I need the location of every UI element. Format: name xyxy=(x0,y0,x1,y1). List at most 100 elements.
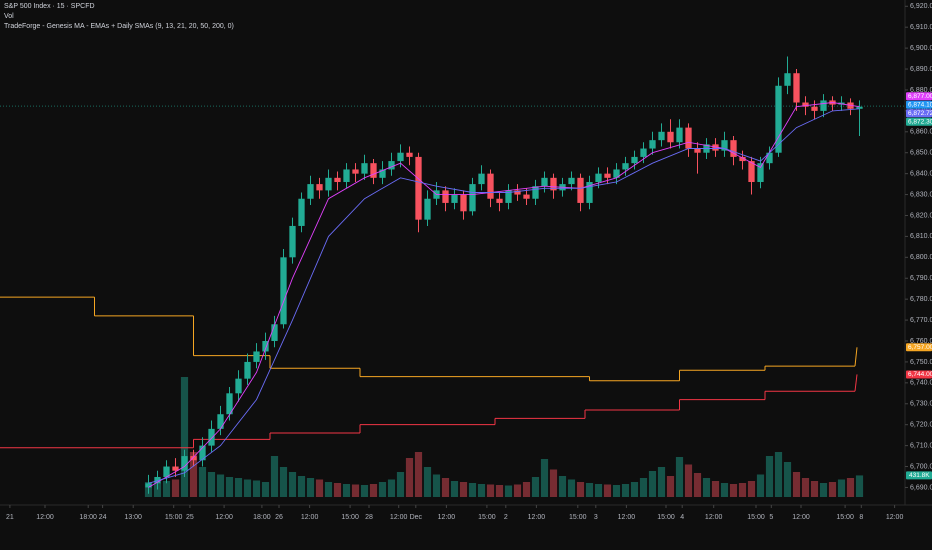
symbol-line: S&P 500 Index · 15 · SPCFD xyxy=(4,3,95,10)
candle-body xyxy=(208,428,215,446)
candle-body xyxy=(586,182,593,203)
candle-body xyxy=(775,85,782,153)
volume-bar xyxy=(360,485,369,497)
volume-bar xyxy=(261,482,270,497)
candle-body xyxy=(163,466,170,477)
y-tick-label: 6,790.00 xyxy=(910,275,932,282)
y-tick-label: 6,730.00 xyxy=(910,401,932,408)
volume-bar xyxy=(747,481,756,497)
volume-bar xyxy=(549,469,558,497)
candle-body xyxy=(676,127,683,143)
volume-bar xyxy=(189,452,198,497)
candle-body xyxy=(235,378,242,394)
candle-body xyxy=(370,163,377,178)
candle-body xyxy=(190,456,197,461)
volume-bar xyxy=(612,485,621,497)
volume-bar xyxy=(729,484,738,497)
volume-bar xyxy=(252,480,261,497)
candle-body xyxy=(613,169,620,178)
volume-bar xyxy=(657,467,666,497)
volume-bar xyxy=(315,479,324,497)
volume-bar xyxy=(171,479,180,497)
volume-bar xyxy=(198,467,207,497)
level-riser xyxy=(854,347,858,367)
volume-bar xyxy=(414,452,423,497)
candle-body xyxy=(694,148,701,153)
volume-bar xyxy=(405,458,414,497)
volume-bar xyxy=(567,479,576,497)
candle-body xyxy=(343,169,350,183)
volume-bar xyxy=(243,479,252,497)
candle-body xyxy=(217,414,224,429)
volume-bar xyxy=(441,478,450,497)
x-tick-label: 12:00 xyxy=(301,514,319,521)
x-tick-label: 12:00 xyxy=(705,514,723,521)
y-tick-label: 6,720.00 xyxy=(910,422,932,429)
ema-line xyxy=(148,102,860,488)
candle-body xyxy=(361,163,368,174)
candle-body xyxy=(739,156,746,162)
volume-bar xyxy=(387,479,396,497)
volume-bar xyxy=(837,479,846,497)
x-tick-label: 15:00 xyxy=(747,514,765,521)
x-tick-label: 12:00 xyxy=(390,514,408,521)
volume-bar xyxy=(162,481,171,497)
volume-title: Vol xyxy=(4,13,14,20)
candle-body xyxy=(172,466,179,471)
x-tick-label: 5 xyxy=(769,514,773,521)
y-tick-label: 6,840.00 xyxy=(910,170,932,177)
candle-body xyxy=(496,198,503,203)
y-tick-label: 6,890.00 xyxy=(910,66,932,73)
candle-body xyxy=(766,152,773,164)
volume-bar xyxy=(477,484,486,497)
volume-bar xyxy=(324,482,333,497)
price-tag-label: 6,757.00 xyxy=(908,344,932,351)
y-tick-label: 6,820.00 xyxy=(910,212,932,219)
volume-bar xyxy=(306,478,315,497)
volume-bar xyxy=(675,457,684,497)
candle-body xyxy=(145,483,152,488)
y-tick-label: 6,750.00 xyxy=(910,359,932,366)
x-tick-label: 28 xyxy=(365,514,373,521)
price-tag-label: 6,872.30 xyxy=(908,118,932,125)
candle-body xyxy=(469,184,476,212)
candle-body xyxy=(442,190,449,203)
price-tag-label: 6,874.10 xyxy=(908,101,932,108)
x-tick-label: 12:00 xyxy=(215,514,233,521)
x-tick-label: 3 xyxy=(594,514,598,521)
candle-body xyxy=(793,73,800,103)
volume-bar xyxy=(720,483,729,497)
volume-bar xyxy=(396,472,405,497)
volume-bar xyxy=(684,464,693,497)
y-tick-label: 6,920.00 xyxy=(910,3,932,10)
x-tick-label: 24 xyxy=(99,514,107,521)
candle-body xyxy=(505,190,512,203)
candle-body xyxy=(550,177,557,191)
y-tick-label: 6,690.00 xyxy=(910,484,932,491)
price-tag-label: 6,872.72 xyxy=(908,110,932,117)
y-tick-label: 6,800.00 xyxy=(910,254,932,261)
price-tag xyxy=(906,370,932,379)
candle-body xyxy=(748,161,755,183)
volume-bar xyxy=(333,483,342,497)
volume-bar xyxy=(423,467,432,497)
volume-bar xyxy=(522,482,531,497)
candle-body xyxy=(595,173,602,183)
volume-bar xyxy=(792,472,801,497)
x-tick-label: 2 xyxy=(504,514,508,521)
volume-bar xyxy=(504,485,513,497)
y-tick-label: 6,900.00 xyxy=(910,45,932,52)
y-tick-label: 6,740.00 xyxy=(910,380,932,387)
candle-body xyxy=(784,73,791,86)
volume-bar xyxy=(738,483,747,497)
volume-bar xyxy=(216,474,225,497)
candle-body xyxy=(280,257,287,325)
price-tag xyxy=(906,343,932,352)
candle-body xyxy=(667,131,674,143)
candle-body xyxy=(820,100,827,111)
x-tick-label: 18:00 xyxy=(79,514,97,521)
candle-body xyxy=(226,393,233,415)
volume-bar xyxy=(225,477,234,497)
